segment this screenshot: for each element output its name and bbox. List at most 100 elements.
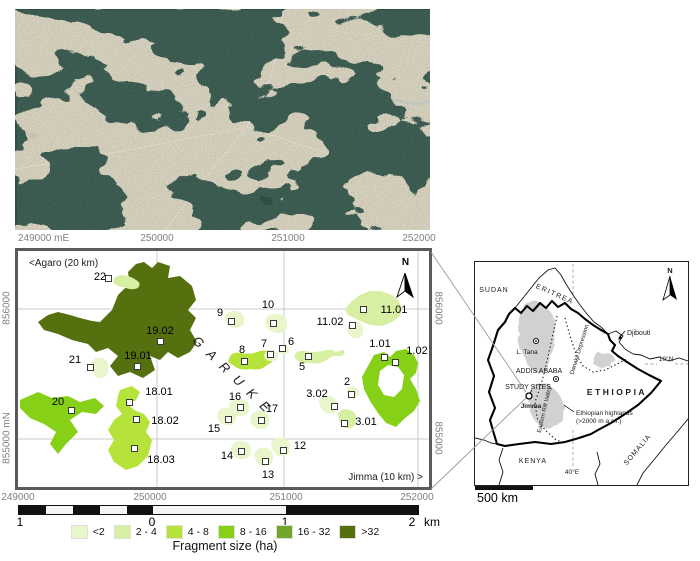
study-sites-leader [529,389,533,394]
inset-north-label: N [667,266,672,275]
addis-ababa-icon [552,375,560,383]
fragment-label-8: 8 [238,344,246,356]
label-addis-ababa: ADDIS ABABA [516,368,563,375]
fragment-label-3.01: 3.01 [355,416,377,428]
fragment-marker-10 [270,320,277,327]
fragment-18-shape [108,386,152,470]
axis-bottom-249000: 249000 [1,492,35,503]
fragment-marker-11.01 [360,306,367,313]
legend-item: 8 - 16 [217,525,267,539]
legend-item: 2 - 4 [113,525,157,539]
fragment-marker-15 [225,416,232,423]
axis-right-855000: 855000 [432,421,444,455]
fragment-label-18.02: 18.02 [151,415,179,427]
lake-tana-icon [532,337,540,345]
fragment-label-14: 14 [220,450,234,462]
fragment-marker-3.01 [341,420,348,427]
fragment-label-18.03: 18.03 [147,454,175,466]
graticule-lines [572,264,688,466]
legend-label: >32 [361,526,380,538]
label-10n: 10°N [659,355,674,363]
fragment-marker-18.02 [133,416,140,423]
legend-label: <2 [92,526,105,538]
fragment-label-13: 13 [261,469,275,481]
fragment-marker-13 [262,458,269,465]
axis-left-855000: 855000 mN [1,412,13,464]
scale-bar [18,505,419,515]
ethiopia-inset-map: SUDAN ERITREA Djibouti L. Tana ADDIS ABA… [474,261,689,486]
fragment-1-shape [362,349,420,427]
legend-label: 16 - 32 [297,526,331,538]
fragment-label-12: 12 [293,440,307,452]
legend-swatch [275,525,293,539]
rift-valley-lines [534,315,628,444]
fragment-label-9: 9 [216,307,224,319]
neighbour-borders [474,267,689,486]
fragment-label-2: 2 [343,376,351,388]
axis-top-249000: 249000 mE [18,233,70,244]
fragment-marker-17 [258,417,265,424]
axis-top-252000: 252000 [402,233,436,244]
fragment-marker-7 [267,351,274,358]
legend-item: >32 [339,525,379,539]
fragment-19-shape [38,262,197,378]
fragment-label-15: 15 [207,423,221,435]
fragment-8-shape [228,350,274,370]
legend-item: 16 - 32 [275,525,331,539]
fragment-marker-6 [279,345,286,352]
fragment-label-22: 22 [93,271,107,283]
inset-scale-bar [475,486,533,490]
axis-bottom-251000: 251000 [269,492,303,503]
axis-top-251000: 251000 [271,233,305,244]
label-lake-tana: L. Tana [516,349,538,356]
axis-right-856000: 856000 [432,291,444,325]
legend-label: 2 - 4 [135,526,157,538]
fragment-11-01-shape [345,291,402,326]
fragment-label-18.01: 18.01 [145,386,173,398]
legend-swatch [217,525,235,539]
legend-label: 4 - 8 [187,526,209,538]
fragment-label-11.02: 11.02 [316,316,344,328]
fragment-marker-16 [237,404,244,411]
fragment-marker-3.02 [331,403,338,410]
fragment-marker-22 [105,275,112,282]
fragment-21-shape [90,357,109,379]
fragment-label-3.02: 3.02 [306,388,328,400]
axis-left-856000: 856000 [1,291,13,325]
axis-bottom-250000: 250000 [133,492,167,503]
label-ethiopia: ETHIOPIA [587,387,647,397]
fragment-size-legend: <2 2 - 4 4 - 8 8 - 16 16 - 32 >32 [15,525,435,539]
label-sudan: SUDAN [479,287,509,294]
inset-scale-label: 500 km [477,491,518,505]
label-40e: 40°E [565,468,580,476]
fragment-marker-8 [241,358,248,365]
ethiopia-inset-svg: SUDAN ERITREA Djibouti L. Tana ADDIS ABA… [474,264,689,486]
legend-item: <2 [70,525,105,539]
axis-bottom-252000: 252000 [400,492,434,503]
legend-label: 8 - 16 [239,526,267,538]
fragment-label-7: 7 [260,338,268,350]
highlands-leader [563,404,575,413]
scale-tick-2: 2 [408,515,416,529]
label-study-sites: STUDY SITES [505,384,551,391]
fragment-marker-5 [305,353,312,360]
fragment-marker-2 [348,391,355,398]
legend-swatch [339,525,357,539]
fragment-label-10: 10 [261,299,275,311]
label-danakil-depression: Danakil Depression [570,324,591,376]
agaro-direction-label: <Agaro (20 km) [29,258,99,269]
fragment-label-6: 6 [287,336,295,348]
inset-north-arrow-icon [662,275,677,301]
fragment-label-20: 20 [51,396,65,408]
jimma-direction-label: Jimma (10 km) > [348,472,423,483]
fragment-marker-11.02 [349,322,356,329]
fragment-22-shape [113,275,140,290]
label-highlands-2: (>2000 m a.s.l.) [576,418,621,425]
legend-swatch [70,525,88,539]
scale-tick-1-left: 1 [16,515,24,529]
fragment-marker-19.01 [134,363,141,370]
fragment-marker-20 [68,407,75,414]
fragment-marker-21 [87,364,94,371]
fragment-marker-1.02 [392,359,399,366]
